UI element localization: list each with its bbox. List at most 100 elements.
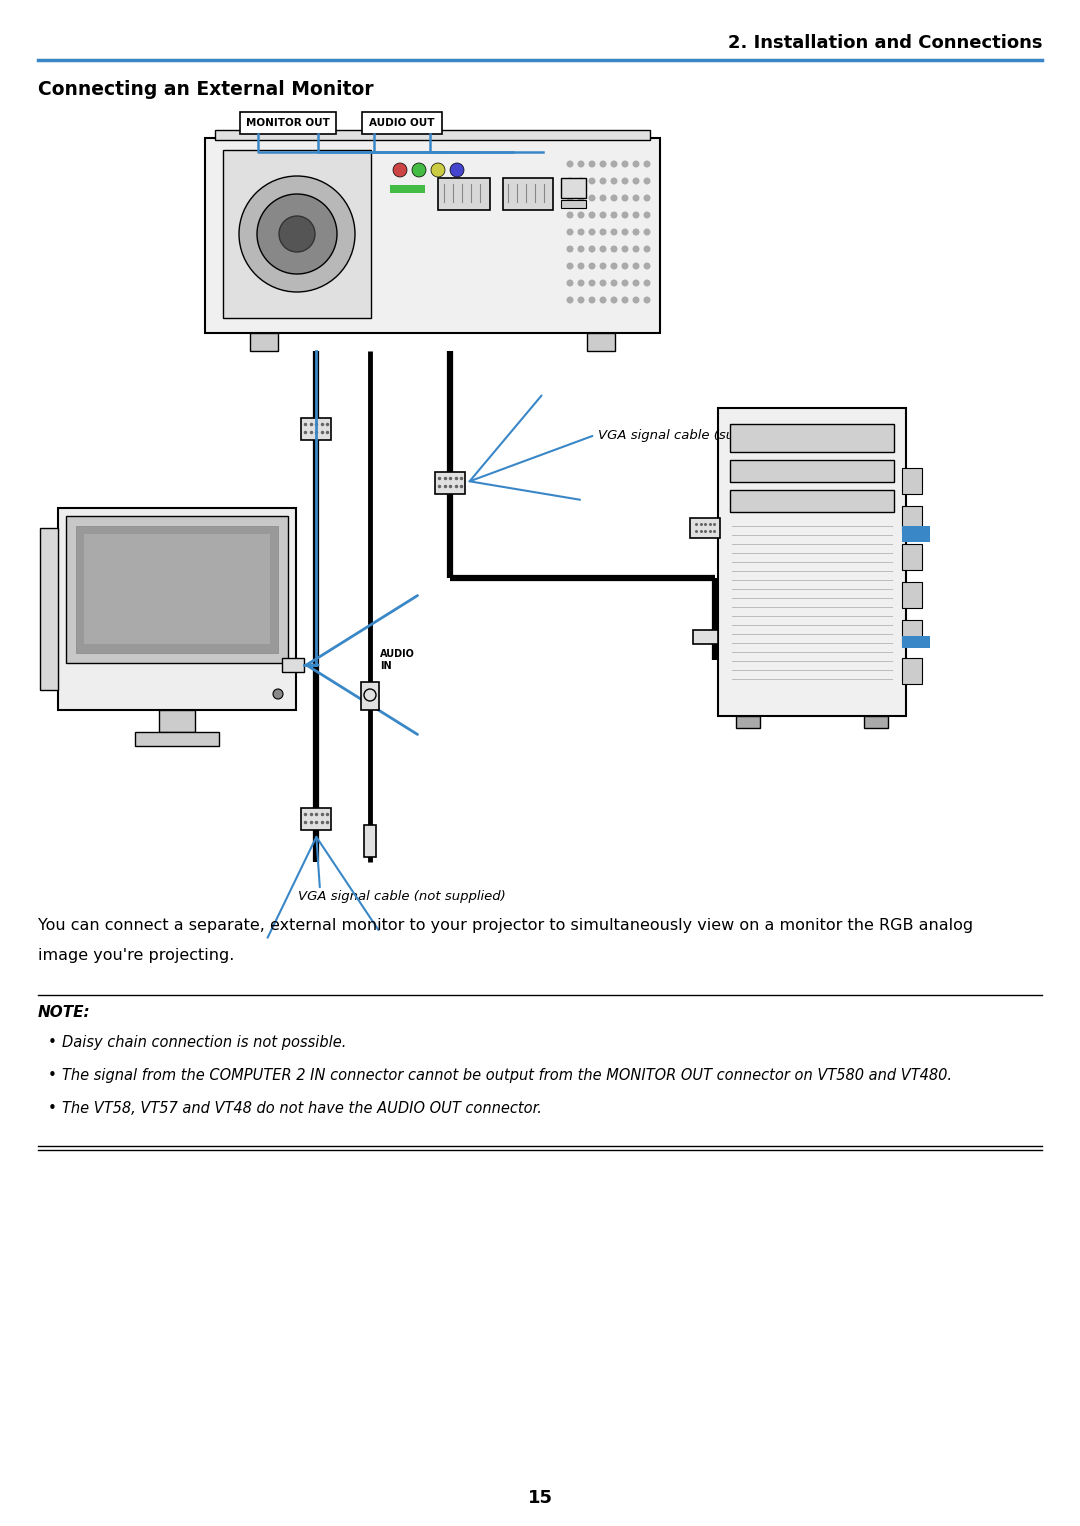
Circle shape bbox=[621, 160, 629, 168]
Circle shape bbox=[599, 246, 607, 252]
Circle shape bbox=[589, 296, 595, 304]
Circle shape bbox=[578, 279, 584, 287]
Circle shape bbox=[589, 194, 595, 201]
Bar bbox=[159, 710, 195, 732]
Circle shape bbox=[621, 246, 629, 252]
Circle shape bbox=[567, 194, 573, 201]
Bar bbox=[730, 459, 894, 482]
Circle shape bbox=[578, 194, 584, 201]
Circle shape bbox=[279, 217, 315, 252]
Circle shape bbox=[610, 246, 618, 252]
Circle shape bbox=[567, 279, 573, 287]
Circle shape bbox=[578, 262, 584, 270]
Circle shape bbox=[644, 229, 650, 235]
Circle shape bbox=[578, 177, 584, 185]
Circle shape bbox=[644, 160, 650, 168]
Circle shape bbox=[599, 279, 607, 287]
Circle shape bbox=[621, 279, 629, 287]
Circle shape bbox=[621, 177, 629, 185]
Circle shape bbox=[610, 296, 618, 304]
Bar bbox=[390, 185, 426, 192]
Circle shape bbox=[610, 194, 618, 201]
Circle shape bbox=[633, 296, 639, 304]
Bar bbox=[438, 179, 490, 211]
Bar bbox=[902, 543, 922, 571]
Circle shape bbox=[633, 229, 639, 235]
Circle shape bbox=[578, 246, 584, 252]
Bar bbox=[718, 407, 906, 716]
Bar bbox=[40, 528, 58, 690]
Bar bbox=[902, 507, 922, 533]
Circle shape bbox=[589, 212, 595, 218]
Circle shape bbox=[578, 296, 584, 304]
Bar bbox=[902, 526, 930, 542]
Bar bbox=[364, 826, 376, 858]
Circle shape bbox=[567, 246, 573, 252]
Bar bbox=[58, 508, 296, 710]
Circle shape bbox=[239, 175, 355, 291]
Circle shape bbox=[644, 246, 650, 252]
Bar bbox=[240, 111, 336, 134]
Circle shape bbox=[621, 229, 629, 235]
Bar bbox=[301, 807, 330, 830]
Circle shape bbox=[633, 246, 639, 252]
Circle shape bbox=[578, 160, 584, 168]
Bar bbox=[730, 424, 894, 452]
Text: VGA signal cable (not supplied): VGA signal cable (not supplied) bbox=[298, 890, 505, 903]
Bar bbox=[902, 658, 922, 684]
Bar bbox=[84, 534, 270, 644]
Circle shape bbox=[610, 212, 618, 218]
Circle shape bbox=[567, 177, 573, 185]
Bar bbox=[301, 418, 330, 439]
Bar bbox=[561, 179, 586, 198]
Text: VGA signal cable (supplied): VGA signal cable (supplied) bbox=[598, 429, 780, 441]
Text: AUDIO
IN: AUDIO IN bbox=[380, 649, 415, 671]
Circle shape bbox=[567, 212, 573, 218]
Circle shape bbox=[589, 160, 595, 168]
Text: MONITOR OUT: MONITOR OUT bbox=[246, 118, 329, 128]
Bar bbox=[435, 472, 465, 494]
Circle shape bbox=[273, 690, 283, 699]
Circle shape bbox=[578, 212, 584, 218]
Circle shape bbox=[610, 229, 618, 235]
Bar bbox=[730, 490, 894, 513]
Text: Daisy chain connection is not possible.: Daisy chain connection is not possible. bbox=[62, 1035, 347, 1050]
Circle shape bbox=[644, 279, 650, 287]
Circle shape bbox=[257, 194, 337, 275]
Bar bbox=[135, 732, 219, 746]
Circle shape bbox=[589, 177, 595, 185]
Circle shape bbox=[578, 229, 584, 235]
Circle shape bbox=[644, 296, 650, 304]
Bar bbox=[215, 130, 650, 140]
Circle shape bbox=[431, 163, 445, 177]
Bar bbox=[76, 526, 278, 653]
Circle shape bbox=[644, 212, 650, 218]
Circle shape bbox=[621, 296, 629, 304]
Bar bbox=[282, 658, 303, 671]
Circle shape bbox=[450, 163, 464, 177]
Circle shape bbox=[644, 194, 650, 201]
Circle shape bbox=[610, 160, 618, 168]
Text: The VT58, VT57 and VT48 do not have the AUDIO OUT connector.: The VT58, VT57 and VT48 do not have the … bbox=[62, 1100, 542, 1116]
Text: •: • bbox=[48, 1068, 57, 1083]
Bar bbox=[362, 111, 442, 134]
Text: 2. Installation and Connections: 2. Installation and Connections bbox=[728, 34, 1042, 52]
Text: NOTE:: NOTE: bbox=[38, 1006, 91, 1019]
Circle shape bbox=[621, 212, 629, 218]
Text: The signal from the COMPUTER 2 IN connector cannot be output from the MONITOR OU: The signal from the COMPUTER 2 IN connec… bbox=[62, 1068, 951, 1083]
Text: You can connect a separate, external monitor to your projector to simultaneously: You can connect a separate, external mon… bbox=[38, 919, 973, 932]
Bar bbox=[588, 333, 615, 351]
Circle shape bbox=[589, 246, 595, 252]
Circle shape bbox=[599, 262, 607, 270]
Circle shape bbox=[633, 177, 639, 185]
Text: AUDIO OUT: AUDIO OUT bbox=[369, 118, 435, 128]
Circle shape bbox=[644, 262, 650, 270]
Circle shape bbox=[633, 194, 639, 201]
Text: •: • bbox=[48, 1100, 57, 1116]
Bar bbox=[902, 636, 930, 649]
Bar bbox=[503, 179, 553, 211]
Circle shape bbox=[589, 262, 595, 270]
Circle shape bbox=[599, 177, 607, 185]
Circle shape bbox=[610, 279, 618, 287]
Circle shape bbox=[567, 160, 573, 168]
